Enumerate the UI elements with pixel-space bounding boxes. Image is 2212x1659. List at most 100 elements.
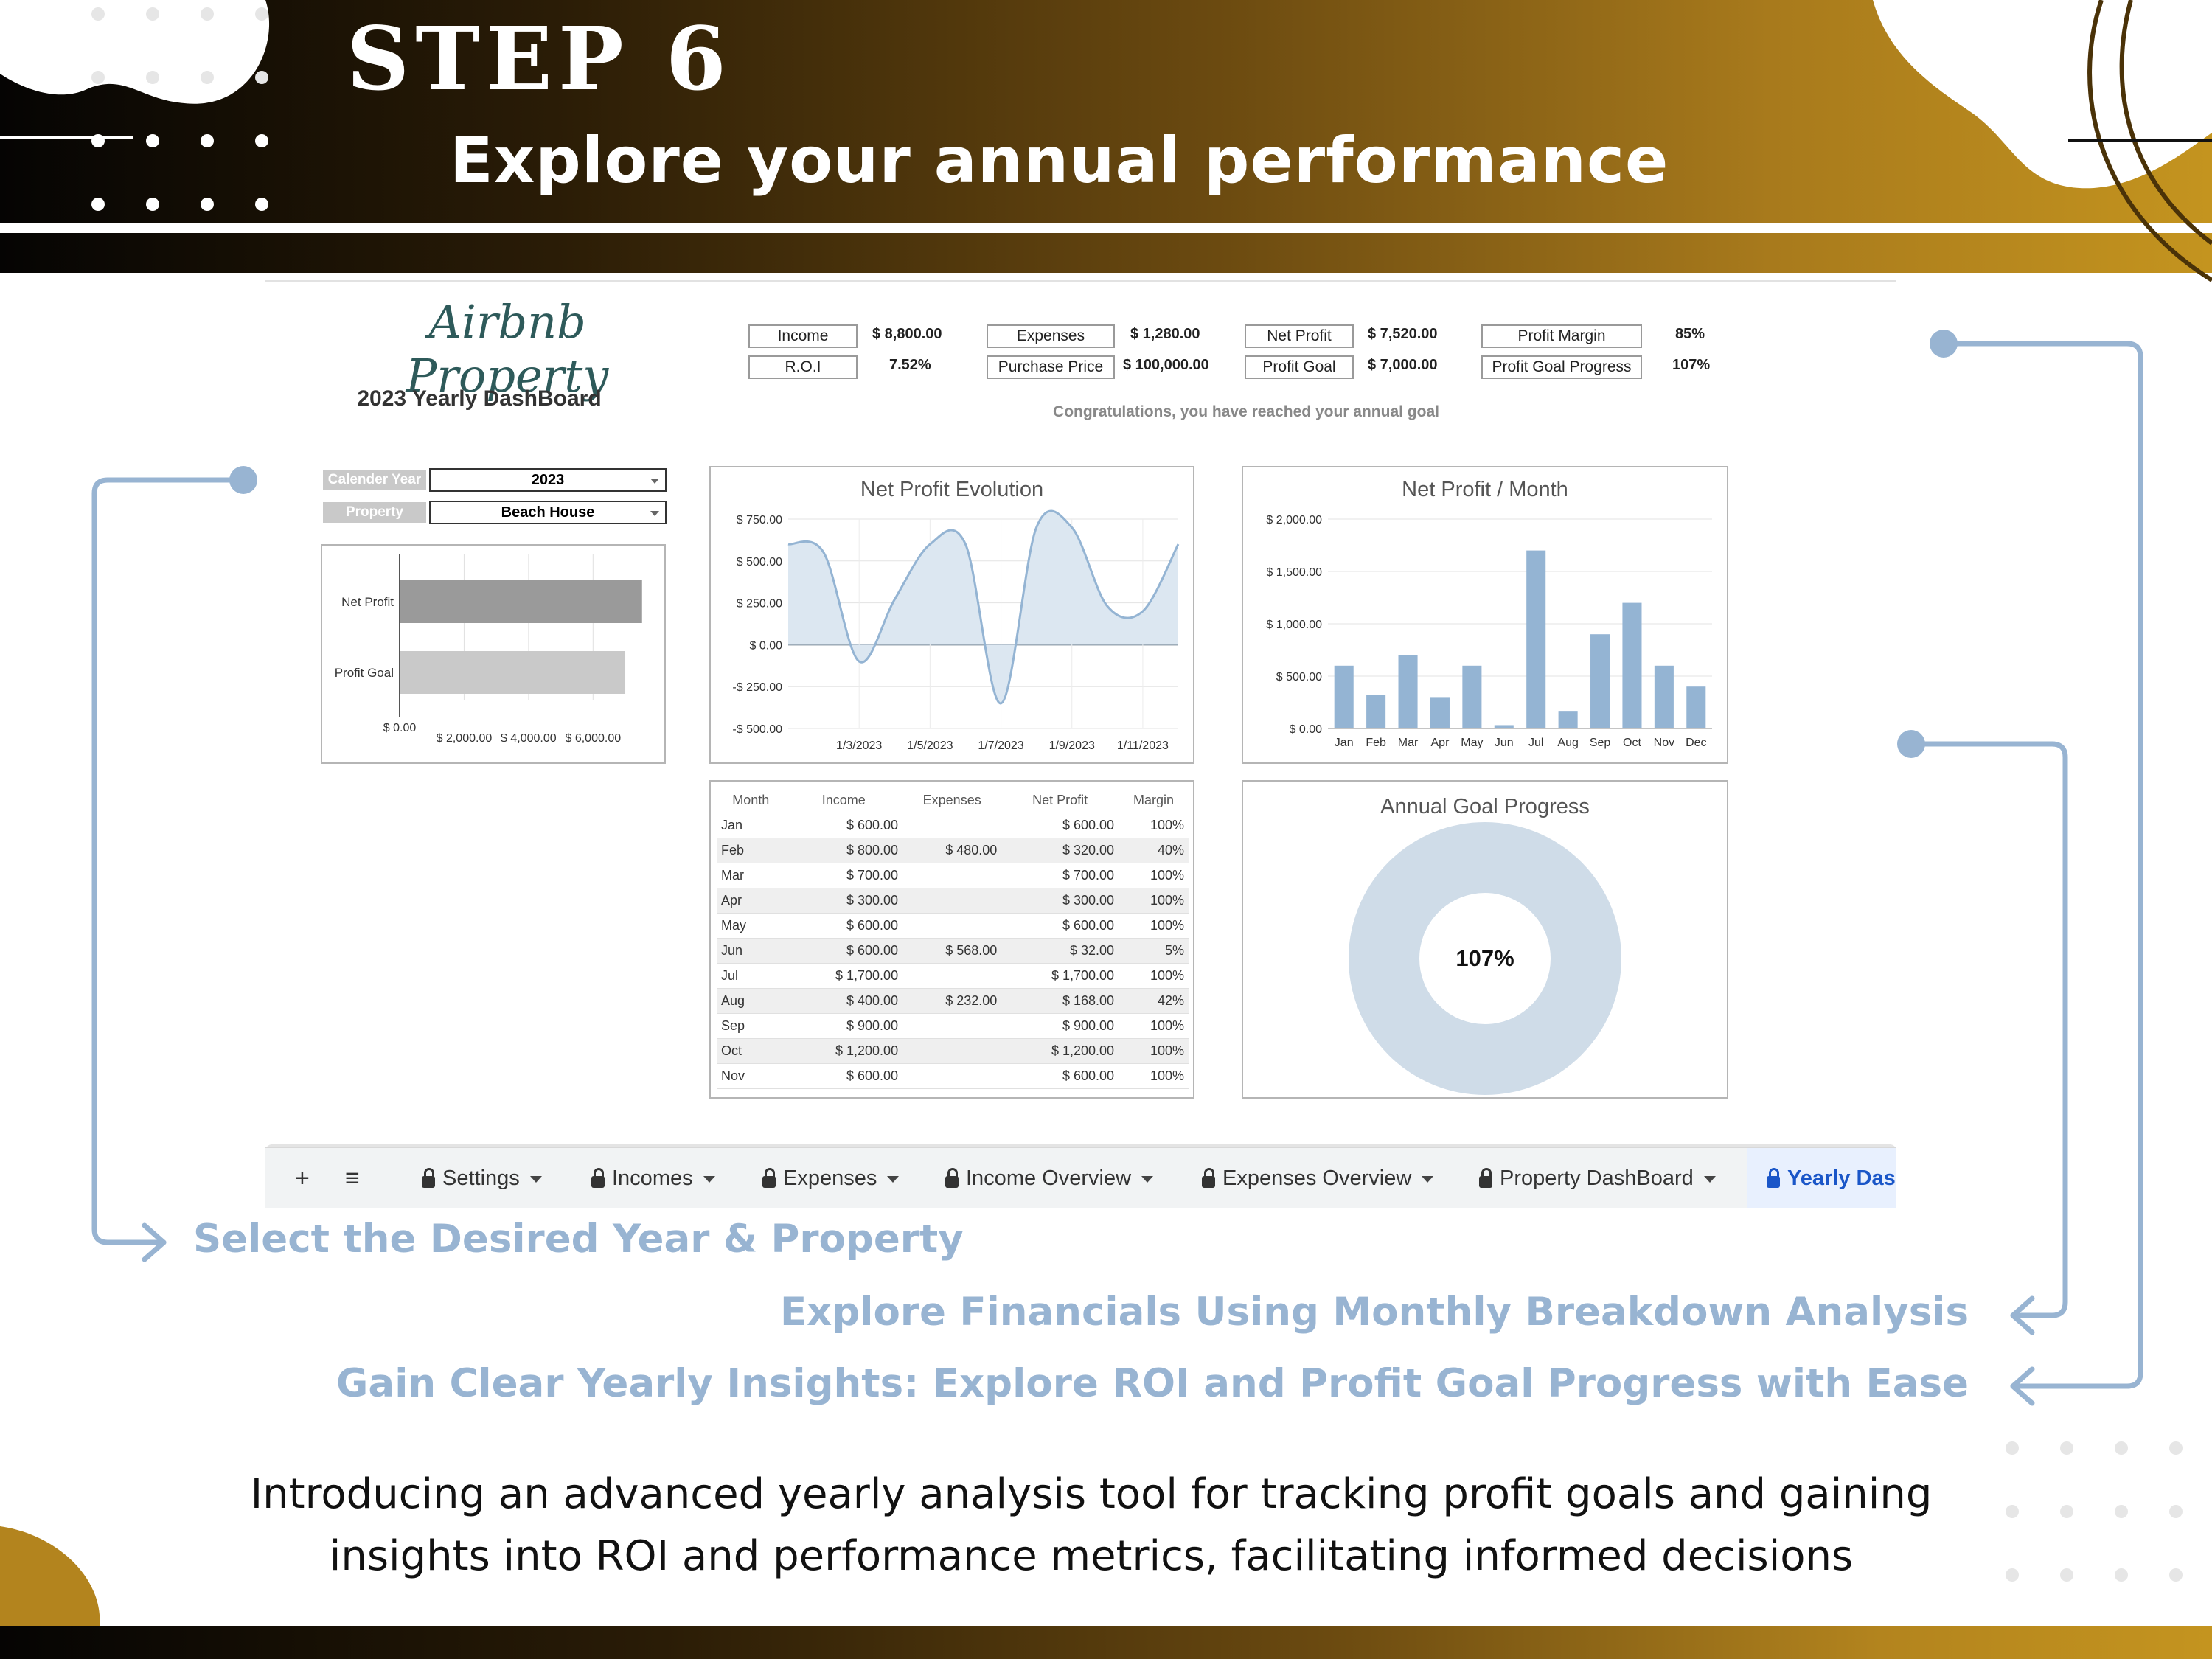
table-column-header: Margin [1119, 787, 1189, 813]
tab-incomes[interactable]: Incomes [591, 1148, 715, 1208]
tab-label: Expenses [783, 1166, 877, 1190]
y-tick-label: $ 1,000.00 [1266, 619, 1322, 631]
x-tick-label: May [1461, 737, 1483, 749]
decorative-dot [2169, 1568, 2183, 1582]
decorative-dot [201, 71, 214, 84]
x-tick-label: 1/7/2023 [978, 740, 1023, 752]
tab-yearly-dashboard[interactable]: Yearly Das [1747, 1148, 1896, 1208]
decorative-dot [146, 134, 159, 147]
kpi-income-value: $ 8,800.00 [872, 326, 942, 342]
x-tick-label: $ 4,000.00 [501, 732, 557, 745]
kpi-profit-goal-label: Profit Goal [1245, 355, 1354, 379]
x-tick-label: 1/11/2023 [1117, 740, 1169, 752]
table-cell: Apr [717, 888, 785, 914]
chevron-down-icon[interactable] [1703, 1175, 1716, 1183]
chevron-down-icon[interactable] [887, 1175, 900, 1183]
x-tick-label: Aug [1557, 737, 1578, 749]
x-tick-label: $ 2,000.00 [437, 732, 493, 745]
kpi-profit-goal-value: $ 7,000.00 [1368, 357, 1438, 373]
kpi-expenses-value: $ 1,280.00 [1130, 326, 1200, 342]
table-cell: $ 480.00 [902, 838, 1002, 863]
month-bar [1430, 697, 1450, 728]
lock-icon [945, 1168, 959, 1189]
kpi-profit-margin-value: 85% [1675, 326, 1705, 342]
kpi-goal-progress-value: 107% [1672, 357, 1711, 373]
decorative-blob-right [1873, 0, 2212, 282]
tab-property-dashboard[interactable]: Property DashBoard [1479, 1148, 1716, 1208]
table-row: May $ 600.00 $ 600.00 100% [717, 913, 1189, 939]
net-profit-month-title: Net Profit / Month [1402, 478, 1568, 501]
table-cell: Sep [717, 1013, 785, 1039]
table-column-header: Month [717, 787, 785, 813]
tab-settings[interactable]: Settings [422, 1148, 542, 1208]
net-profit-evolution-svg: $ 750.00 $ 500.00 $ 250.00 $ 0.00 -$ 250.00 -… [732, 509, 1180, 752]
chevron-down-icon[interactable] [1422, 1175, 1434, 1183]
table-cell [902, 963, 1002, 989]
table-cell: $ 568.00 [902, 938, 1002, 964]
chevron-down-icon[interactable] [703, 1175, 715, 1183]
table-cell: 5% [1119, 938, 1189, 964]
table-cell: $ 600.00 [1001, 813, 1119, 838]
decorative-dot [146, 71, 159, 84]
chevron-down-icon[interactable] [529, 1175, 542, 1183]
table-cell: 100% [1119, 1038, 1189, 1064]
table-cell: $ 232.00 [902, 988, 1002, 1014]
table-row: Sep $ 900.00 $ 900.00 100% [717, 1013, 1189, 1039]
table-cell: $ 600.00 [1001, 913, 1119, 939]
table-row: Aug $ 400.00 $ 232.00 $ 168.00 42% [717, 988, 1189, 1014]
tab-expenses-overview[interactable]: Expenses Overview [1202, 1148, 1434, 1208]
chevron-down-icon [650, 511, 659, 516]
goal-bar-svg: $ 0.00 $ 2,000.00 $ 4,000.00 $ 6,000.00 Net … [335, 554, 642, 745]
x-tick-label: 1/5/2023 [907, 740, 953, 752]
table-row: Apr $ 300.00 $ 300.00 100% [717, 888, 1189, 914]
tab-label: Settings [442, 1166, 520, 1190]
table-row: Oct $ 1,200.00 $ 1,200.00 100% [717, 1038, 1189, 1064]
year-filter-label: Calender Year [323, 470, 426, 490]
dashboard-screenshot: Airbnb Property 2023 Yearly DashBoard In… [265, 280, 1896, 1211]
tab-label: Property DashBoard [1500, 1166, 1694, 1190]
monthly-table: Month Income Expenses Net Profit Margin Jan $… [717, 787, 1189, 1089]
x-tick-label: Mar [1398, 737, 1419, 749]
decorative-dot [2006, 1441, 2019, 1455]
y-tick-label: $ 2,000.00 [1266, 514, 1322, 526]
year-select[interactable]: 2023 [429, 468, 667, 492]
kpi-goal-progress-label: Profit Goal Progress [1481, 355, 1642, 379]
y-tick-label: $ 1,500.00 [1266, 566, 1322, 579]
table-cell: $ 1,700.00 [1001, 963, 1119, 989]
area-fill [788, 511, 1178, 703]
property-select[interactable]: Beach House [429, 501, 667, 524]
lock-icon [1479, 1168, 1492, 1189]
x-tick-label: Oct [1623, 737, 1641, 749]
table-cell: 40% [1119, 838, 1189, 863]
y-tick-label: -$ 500.00 [732, 723, 782, 736]
tab-expenses[interactable]: Expenses [762, 1148, 900, 1208]
table-header-row: Month Income Expenses Net Profit Margin [717, 787, 1189, 813]
month-bar [1334, 665, 1354, 728]
table-cell: $ 1,200.00 [1001, 1038, 1119, 1064]
tab-income-overview[interactable]: Income Overview [945, 1148, 1154, 1208]
add-sheet-button[interactable]: + [295, 1164, 310, 1192]
goal-bar-chart: $ 0.00 $ 2,000.00 $ 4,000.00 $ 6,000.00 Net … [321, 544, 666, 764]
table-column-header: Income [785, 787, 903, 813]
callout-monthly-breakdown: Explore Financials Using Monthly Breakdo… [779, 1290, 1969, 1335]
table-cell: $ 800.00 [785, 838, 903, 863]
table-column-header: Net Profit [1001, 787, 1119, 813]
table-row: Nov $ 600.00 $ 600.00 100% [717, 1063, 1189, 1089]
table-cell: $ 600.00 [785, 938, 903, 964]
table-cell: May [717, 913, 785, 939]
kpi-expenses-label: Expenses [987, 324, 1115, 348]
sheet-tab-bar: + ≡ Settings Incomes Expenses Income Ove… [265, 1147, 1896, 1208]
table-cell: $ 700.00 [1001, 863, 1119, 888]
x-tick-label: Feb [1366, 737, 1386, 749]
property-filter-label: Property [323, 502, 426, 523]
y-tick-label: $ 500.00 [1276, 671, 1322, 684]
all-sheets-menu-button[interactable]: ≡ [345, 1164, 360, 1192]
chevron-down-icon[interactable] [1141, 1175, 1154, 1183]
intro-paragraph: Introducing an advanced yearly analysis … [221, 1464, 1961, 1587]
y-tick-label: $ 0.00 [750, 639, 783, 652]
table-cell: $ 600.00 [785, 913, 903, 939]
donut-svg [1349, 822, 1621, 1095]
month-bar [1654, 665, 1674, 728]
y-tick-label: $ 500.00 [737, 556, 782, 568]
